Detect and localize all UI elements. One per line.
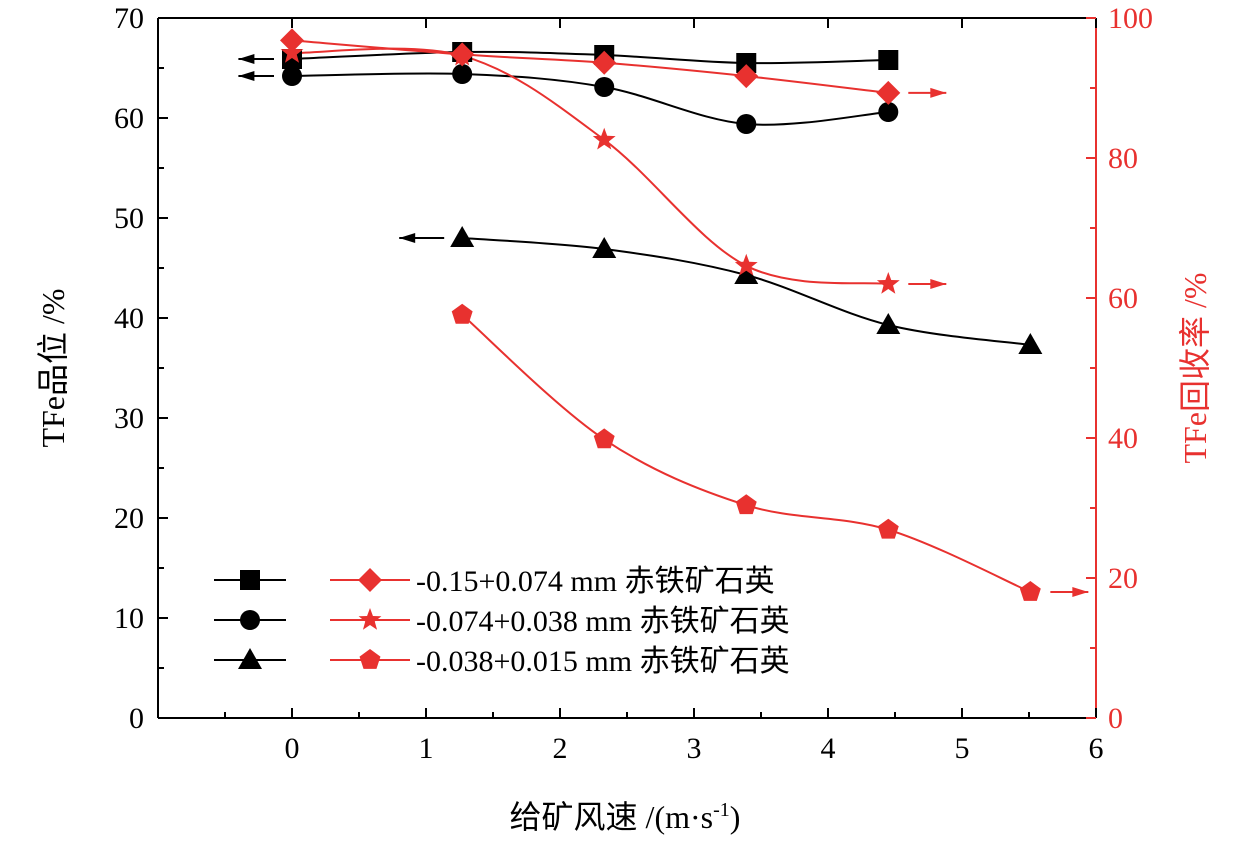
- y-left-tick-label: 30: [114, 402, 144, 435]
- x-axis-label: 给矿风速 /(m·s-1): [510, 799, 741, 835]
- grade_038-point: [592, 237, 617, 258]
- rec_038-point: [735, 494, 757, 515]
- axis-arrows: [238, 54, 1089, 597]
- grade_038-point: [450, 226, 475, 247]
- rec-038-arrow-head: [1072, 587, 1089, 597]
- grade_038-point: [1018, 333, 1043, 354]
- grade_015-point: [736, 53, 757, 73]
- grade_015-point: [878, 50, 899, 70]
- grade-015-arrow-head: [238, 54, 255, 64]
- legend-label: -0.15+0.074 mm 赤铁矿石英: [416, 565, 775, 598]
- legend-recovery-marker: [359, 649, 381, 669]
- x-tick-label: 4: [821, 732, 836, 765]
- legend-label: -0.074+0.038 mm 赤铁矿石英: [416, 605, 790, 638]
- legend-grade-marker: [240, 610, 260, 630]
- grade_074-point: [878, 102, 899, 122]
- legend-grade-marker: [238, 648, 262, 669]
- y-left-tick-label: 0: [129, 702, 144, 735]
- x-axis-label-main: 给矿风速 /(m·s: [510, 799, 714, 835]
- rec_074-point: [280, 41, 304, 63]
- rec_038-curve: [461, 314, 1031, 593]
- rec_015-point: [876, 80, 901, 105]
- x-axis-label-tail: ): [730, 799, 741, 835]
- rec_074-point: [734, 253, 758, 276]
- rec_015-point: [734, 64, 759, 89]
- x-tick-label: 0: [285, 732, 300, 765]
- x-axis-label-exponent: -1: [713, 799, 730, 821]
- grade_038-point: [876, 313, 901, 334]
- legend-recovery-marker: [358, 608, 382, 630]
- grade-074-arrow-head: [238, 71, 255, 81]
- y-left-tick-label: 60: [114, 102, 144, 135]
- legend-label: -0.038+0.015 mm 赤铁矿石英: [416, 645, 790, 678]
- x-tick-label: 1: [419, 732, 434, 765]
- rec_015-point: [592, 50, 617, 75]
- markers: [280, 28, 1043, 601]
- rec_038-point: [1019, 581, 1041, 601]
- legend-grade-marker: [240, 570, 260, 590]
- y-left-tick-label: 50: [114, 202, 144, 235]
- rec_074-point: [592, 127, 616, 150]
- y-right-tick-label: 0: [1108, 702, 1123, 735]
- grade_038-point: [734, 263, 759, 284]
- y-left-tick-label: 70: [114, 2, 144, 35]
- x-tick-label: 5: [955, 732, 970, 765]
- y-right-tick-label: 60: [1108, 282, 1138, 315]
- y-axis-right-label: TFe回收率 /%: [1177, 272, 1213, 463]
- grade_074-point: [452, 64, 473, 84]
- rec-015-arrow-head: [930, 87, 947, 98]
- rec_038-point: [451, 303, 473, 324]
- x-tick-label: 2: [553, 732, 568, 765]
- rec_038-point: [877, 518, 899, 539]
- y-axis-left-label: TFe品位 /%: [35, 288, 71, 447]
- x-tick-label: 6: [1089, 732, 1104, 765]
- rec_015-point: [280, 28, 304, 53]
- grade_074-point: [282, 66, 302, 86]
- y-right-tick-label: 20: [1108, 562, 1138, 595]
- curves: [291, 39, 1031, 593]
- rec-074-arrow-head: [930, 279, 947, 289]
- y-right-tick-label: 40: [1108, 422, 1138, 455]
- grade-038-arrow-head: [399, 233, 416, 243]
- grade_074-point: [736, 114, 757, 134]
- y-left-tick-label: 10: [114, 602, 144, 635]
- legend-recovery-marker: [358, 568, 382, 592]
- grade_074-point: [594, 77, 615, 97]
- y-right-tick-label: 100: [1108, 2, 1153, 35]
- rec_038-point: [593, 428, 615, 449]
- y-left-tick-label: 40: [114, 302, 144, 335]
- rec_074-point: [876, 272, 900, 294]
- legend: -0.15+0.074 mm 赤铁矿石英 -0.074+0.038 mm 赤铁矿石…: [214, 565, 790, 678]
- y-left-tick-label: 20: [114, 502, 144, 535]
- x-tick-label: 3: [687, 732, 702, 765]
- rec_074-point: [450, 43, 474, 66]
- y-right-tick-label: 80: [1108, 142, 1138, 175]
